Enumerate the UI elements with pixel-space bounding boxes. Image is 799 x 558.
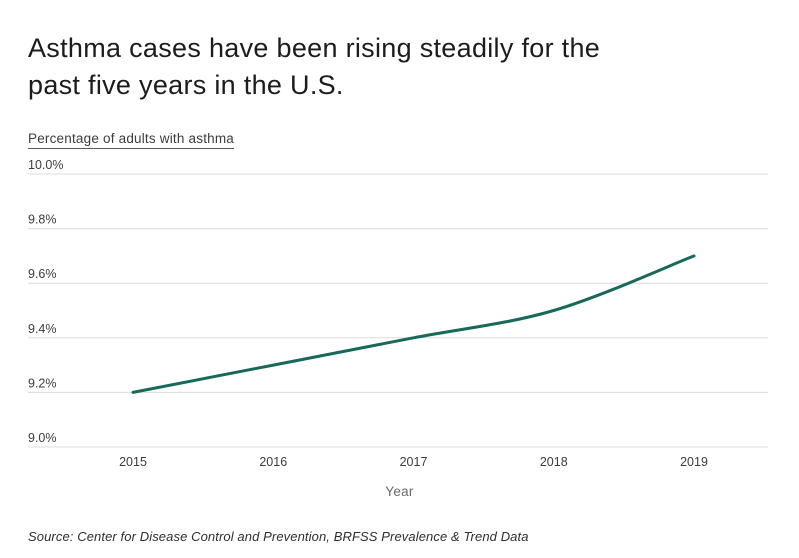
x-tick-label: 2018 (540, 455, 568, 469)
x-tick-label: 2015 (119, 455, 147, 469)
series-line (131, 254, 696, 394)
chart-subtitle: Percentage of adults with asthma (28, 131, 235, 149)
x-tick-label: 2017 (400, 455, 428, 469)
y-tick-label: 9.6% (28, 267, 57, 281)
chart-title-line-2: past five years in the U.S. (28, 70, 344, 100)
x-axis-title: Year (385, 484, 414, 499)
chart-subtitle-text: Percentage of adults with asthma (28, 131, 235, 149)
chart-title-line-1: Asthma cases have been rising steadily f… (28, 33, 601, 63)
x-tick-label: 2016 (259, 455, 287, 469)
y-tick-label: 9.0% (28, 431, 57, 445)
y-tick-label: 9.8% (28, 213, 57, 227)
source-note: Source: Center for Disease Control and P… (28, 529, 529, 544)
y-tick-label: 9.4% (28, 322, 57, 336)
x-tick-label: 2019 (680, 455, 708, 469)
chart-title: Asthma cases have been rising steadily f… (28, 30, 768, 104)
y-tick-label: 9.2% (28, 376, 57, 390)
y-tick-label: 10.0% (28, 158, 63, 172)
